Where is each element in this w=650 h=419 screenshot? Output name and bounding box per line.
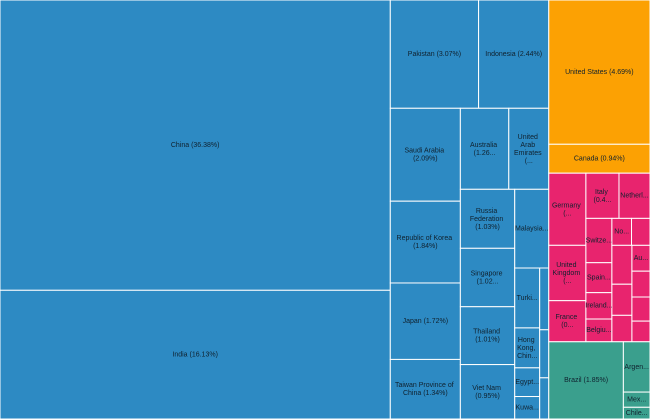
tile-label: Mex... [627,397,646,404]
tile-label: United Kingdom (... [553,262,583,285]
tile [548,341,624,419]
tile [631,270,650,298]
tile [611,283,633,316]
tile-label: Spain... [587,275,611,282]
tile [631,320,650,343]
tile [631,296,650,322]
tile-label: Republic of Korea (1.84%) [397,235,455,250]
tile-label: Kuwa... [516,405,539,412]
tile-label: Thailand (1.01%) [473,329,502,344]
tile [631,217,650,246]
tile [548,0,650,145]
tile-label: Saudi Arabia (2.09%) [405,148,447,163]
tile-label: Egypt... [515,379,539,386]
tile-label: Indonesia (2.44%) [485,51,542,58]
tile [459,306,516,366]
tile [389,200,461,284]
tile [389,358,461,419]
tile [389,282,461,360]
tile [611,314,633,343]
tile-label: Italy (0.4... [593,189,611,204]
tile-label: Turki... [517,295,538,302]
tile-label: Russia Federation (1.03%) [470,208,505,231]
tile-label: No... [614,229,629,236]
tile-label: Brazil (1.85%) [564,377,608,384]
tile [389,107,461,202]
tile [459,247,516,308]
tile-label: Australia (1.26... [470,142,499,157]
tile [611,244,633,285]
tile-label: Germany (... [552,202,583,217]
tile-label: Viet Nam (0.95%) [472,385,503,400]
tile-label: Canada (0.94%) [574,156,625,163]
tile [539,377,550,419]
tile-label: Singapore (1.02... [471,270,505,285]
tile [539,267,550,331]
tile [539,329,550,379]
tile-label: Chile... [626,410,648,417]
tile-label: China (36.38%) [171,142,220,149]
tile [548,143,650,174]
tile-label: Au... [634,255,648,262]
tile [0,289,391,419]
tile-label: Pakistan (3.07%) [408,51,461,58]
tile [478,0,550,109]
tile-label: France (0... [555,314,579,329]
tile-label: Switze... [586,237,613,244]
tile [514,267,541,329]
tile [548,244,587,302]
tile-label: Netherl... [620,193,648,200]
tile-label: United Arab Emirates (... [514,134,544,165]
tile [514,188,550,269]
tile [514,367,541,398]
tile-label: United States (4.69%) [565,69,633,76]
tile-label: Malaysia... [515,226,549,233]
tile [0,0,391,291]
tile-label: Hong Kong, Chin... [517,337,537,360]
tile-label: Japan (1.72%) [403,318,449,325]
tile-label: Ireland... [585,303,612,310]
tile [548,172,587,246]
tile-label: Argen... [624,364,649,371]
tile [618,172,650,219]
tile-label: India (16.13%) [172,351,218,358]
tile-label: Taiwan Province of China (1.34%) [395,382,456,397]
tile-label: Belgiu... [586,327,611,334]
